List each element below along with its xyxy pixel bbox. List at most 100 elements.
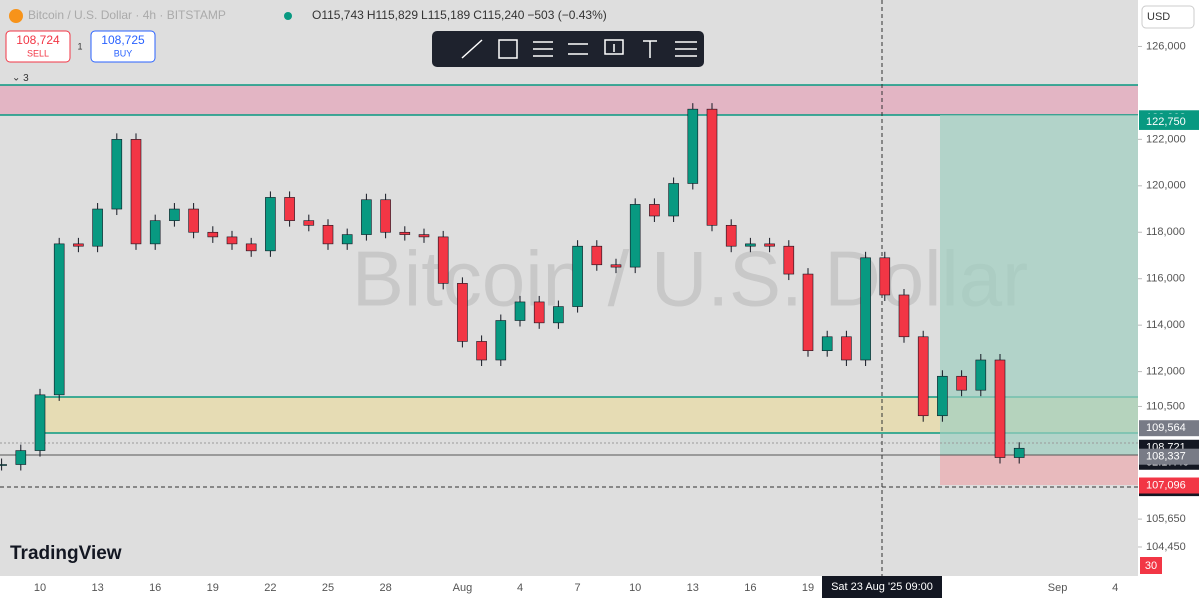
price-label-box: [1139, 448, 1199, 465]
x-tick-label: 4: [1112, 582, 1118, 594]
candle: [437, 236, 449, 284]
x-tick-label: 10: [34, 582, 46, 594]
price-label: 108,337: [1146, 451, 1186, 463]
candle: [1013, 447, 1025, 458]
candle: [533, 301, 545, 324]
candle: [92, 208, 103, 247]
candle: [149, 220, 161, 245]
indicator-toggle[interactable]: ⌄ 3: [12, 73, 29, 84]
change: −503 (−0.43%): [527, 8, 606, 22]
x-tick-label: 13: [91, 582, 103, 594]
candle: [245, 243, 257, 252]
long-target: [940, 115, 1138, 455]
x-tick-label: 25: [322, 582, 334, 594]
currency: USD: [1147, 11, 1170, 23]
candle: [649, 204, 660, 217]
time-axis: [0, 576, 1138, 599]
buy-price: 108,725: [101, 33, 145, 47]
candle: [745, 243, 756, 247]
sell-label: SELL: [27, 48, 49, 58]
price-label-box: [1139, 113, 1199, 130]
candle: [53, 243, 65, 396]
price-label: 122,750: [1146, 116, 1186, 128]
price-axis: [1138, 0, 1200, 599]
price-label: 107,096: [1146, 479, 1186, 491]
watermark: Bitcoin / U.S. Dollar: [352, 235, 1028, 323]
c: C: [473, 8, 482, 22]
candle: [994, 359, 1006, 458]
x-tick-label: 22: [264, 582, 276, 594]
candle: [764, 243, 775, 247]
candle: [361, 199, 372, 235]
y-tick-label: 116,000: [1146, 273, 1185, 285]
x-tick-label: 28: [379, 582, 391, 594]
y-tick-label: 126,000: [1146, 40, 1186, 52]
candle: [303, 220, 315, 226]
candle: [73, 243, 84, 247]
status-dot: [284, 12, 292, 20]
x-tick-label: 7: [575, 582, 581, 594]
candle: [476, 341, 487, 361]
buy-label: BUY: [114, 48, 133, 58]
x-tick-label: 13: [687, 582, 699, 594]
x-tick-label: Aug: [453, 582, 473, 594]
x-tick-label: Sep: [1048, 582, 1068, 594]
y-tick-label: 118,000: [1146, 226, 1185, 238]
c-value: 115,240: [482, 8, 525, 22]
candle: [34, 394, 46, 451]
symbol: Bitcoin / U.S. Dollar · 4h · BITSTAMP: [28, 8, 226, 22]
candle: [821, 336, 833, 352]
l: L: [421, 8, 428, 22]
candle: [169, 208, 180, 221]
candle: [284, 197, 295, 221]
currency-select[interactable]: [1141, 5, 1195, 29]
y-tick-label: 110,500: [1146, 400, 1185, 412]
long-stop: [940, 455, 1138, 485]
candle: [725, 224, 737, 247]
price-label: 109,564: [1146, 422, 1186, 434]
candle: [380, 199, 391, 233]
candle: [322, 224, 334, 245]
candle: [495, 320, 507, 361]
x-tick-label: 10: [629, 582, 641, 594]
qty[interactable]: 1: [77, 41, 82, 51]
y-tick-label: 105,650: [1146, 513, 1186, 525]
l-value: 115,189: [428, 8, 471, 22]
candle: [668, 183, 679, 217]
y-tick-label: 104,450: [1146, 541, 1186, 553]
candle: [917, 336, 929, 417]
sell-button[interactable]: [5, 30, 71, 63]
candle: [457, 283, 468, 342]
candle: [937, 375, 948, 417]
candle: [975, 359, 987, 391]
candle: [860, 257, 871, 361]
candle: [553, 306, 564, 324]
candle: [226, 236, 238, 245]
h: H: [367, 8, 376, 22]
candle: [706, 108, 718, 226]
x-tick-label: 16: [744, 582, 756, 594]
candle: [956, 375, 967, 391]
candle: [514, 301, 526, 321]
candle: [629, 204, 641, 268]
badge: 30: [1145, 560, 1157, 572]
crosshair-date: Sat 23 Aug '25 09:00: [831, 581, 933, 593]
indicator-count: 3: [23, 73, 29, 84]
buy-button[interactable]: [90, 30, 156, 63]
x-tick-label: 19: [207, 582, 219, 594]
candle: [399, 231, 411, 235]
candle: [802, 273, 814, 352]
x-tick-label: 19: [802, 582, 814, 594]
y-tick-label: 114,000: [1146, 319, 1185, 331]
ohlc: O115,743 H115,829 L115,189 C115,240 −503 (−0…: [312, 8, 607, 22]
toolbar-icons[interactable]: [461, 39, 697, 59]
x-tick-label: 16: [149, 582, 161, 594]
candle: [418, 234, 430, 238]
candle: [687, 108, 699, 184]
crosshair-date-box: [822, 576, 942, 598]
candle: [879, 257, 891, 296]
h-value: 115,829: [376, 8, 419, 22]
sell-price: 108,724: [16, 33, 60, 47]
candle: [341, 234, 353, 245]
